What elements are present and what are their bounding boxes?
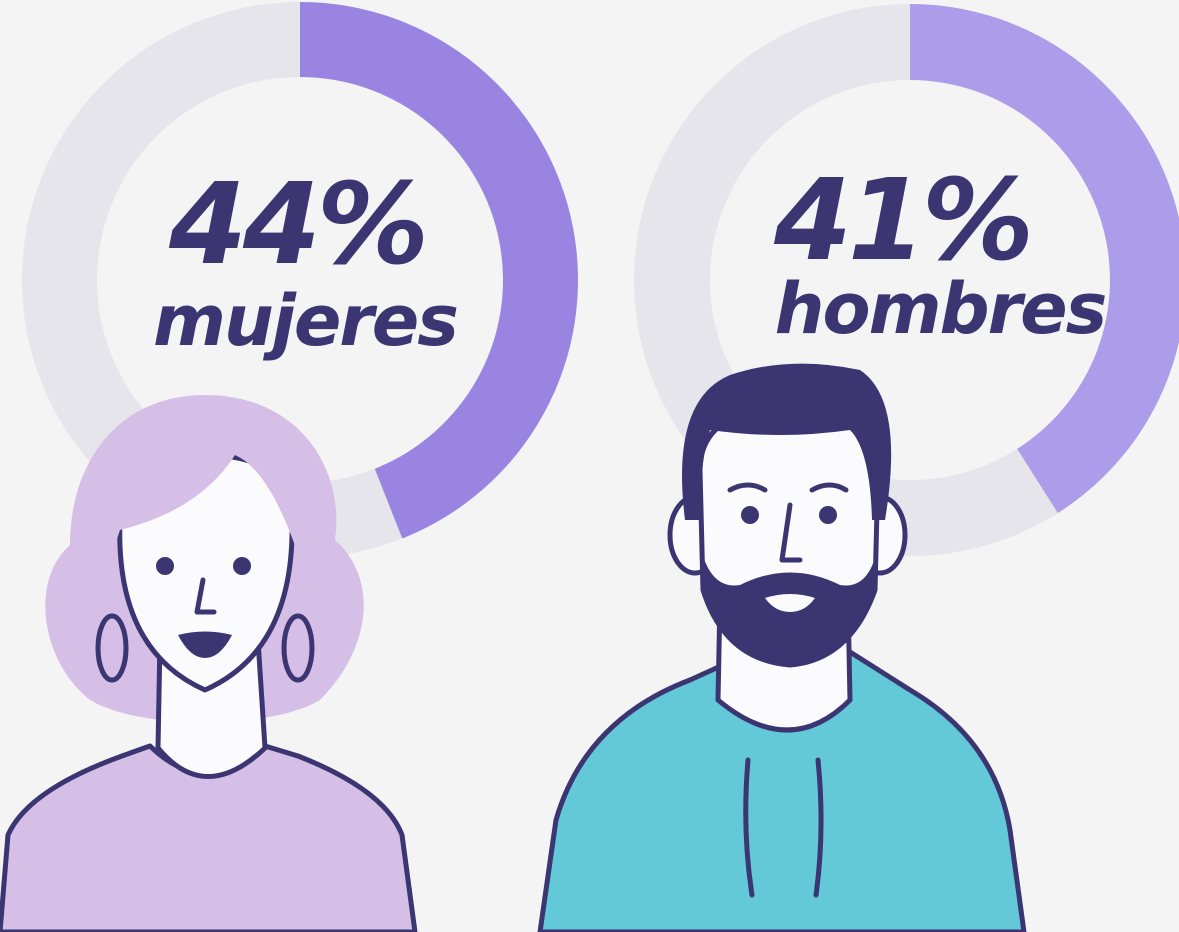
donut-segment xyxy=(910,4,1179,514)
nose xyxy=(194,577,217,615)
eye xyxy=(819,506,837,524)
earring xyxy=(281,613,315,683)
donut-segment xyxy=(300,2,578,539)
hair-front xyxy=(109,420,301,560)
drawstrings xyxy=(743,757,824,898)
mouth xyxy=(765,594,815,612)
value-label: 41% xyxy=(773,156,1030,286)
eye xyxy=(233,557,251,575)
man-illustration xyxy=(537,363,1027,932)
value-label: 44% xyxy=(168,160,425,290)
category-label: hombres xyxy=(775,268,1106,350)
earring xyxy=(95,613,129,683)
woman-illustration xyxy=(0,395,418,932)
eye xyxy=(156,557,174,575)
hair xyxy=(682,363,892,520)
mouth xyxy=(178,631,232,658)
nose xyxy=(779,502,803,563)
category-label: mujeres xyxy=(153,280,457,362)
charts: 44%mujeres 41%hombres xyxy=(22,2,1179,558)
eye xyxy=(741,506,759,524)
eyebrows xyxy=(727,482,849,493)
